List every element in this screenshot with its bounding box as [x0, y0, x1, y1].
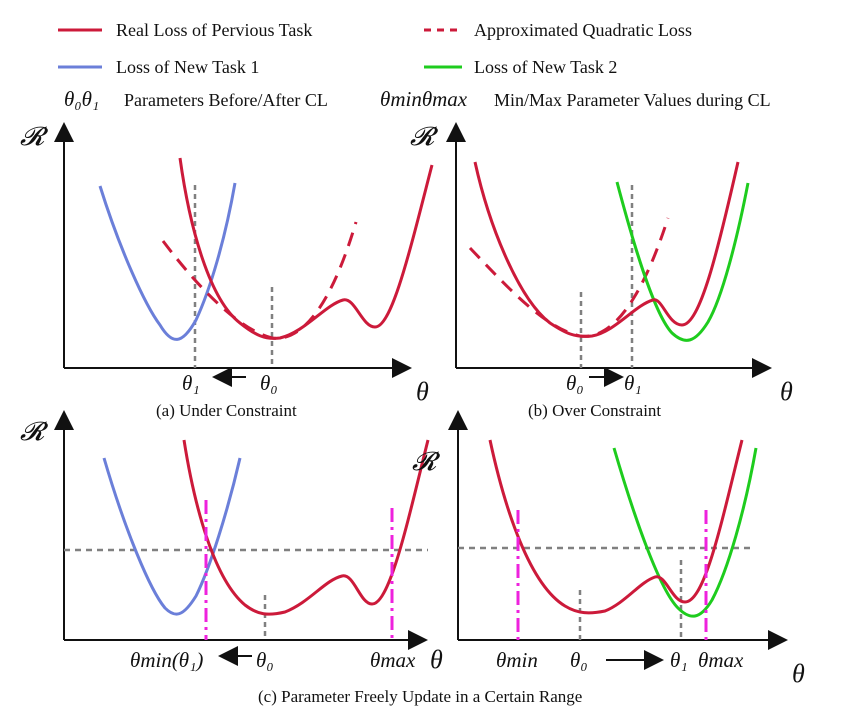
panel-c-left-tick-max: θmax — [370, 648, 416, 672]
panel-a-caption: (a) Under Constraint — [156, 401, 297, 420]
panel-b-tick-theta0: θ₀ — [566, 371, 584, 395]
panel-b-x-label: θ — [780, 377, 793, 406]
panel-a-tick-theta1: θ₁ — [182, 371, 200, 395]
panel-c-right-tick-min: θmin — [496, 648, 538, 672]
legend-real-loss-label: Real Loss of Pervious Task — [116, 20, 312, 40]
panel-a-x-label: θ — [416, 377, 429, 406]
legend-minmax-symbol: θminθmax — [380, 87, 468, 111]
legend-minmax-text: Min/Max Parameter Values during CL — [494, 90, 771, 110]
panel-a-new-task-1-curve — [98, 182, 237, 341]
panel-c-right-tick-theta1: θ₁ — [670, 648, 688, 672]
panel-c-right: 𝓡 θ θmin θ₀ θ₁ θmax — [412, 410, 805, 688]
panel-c-left-x-label: θ — [430, 645, 443, 674]
panel-c-caption: (c) Parameter Freely Update in a Certain… — [258, 687, 582, 706]
panel-c-right-y-label: 𝓡 — [412, 447, 441, 476]
panel-c-right-tick-max: θmax — [698, 648, 744, 672]
legend-new-task-1-label: Loss of New Task 1 — [116, 57, 259, 77]
panel-b-tick-theta1: θ₁ — [624, 371, 642, 395]
legend: Real Loss of Pervious Task Approximated … — [58, 20, 771, 111]
panel-b-y-label: 𝓡 — [410, 122, 439, 151]
panel-c-right-x-label: θ — [792, 659, 805, 688]
legend-params-symbol: θ₀θ₁ — [64, 87, 99, 111]
panel-c-left-real-loss-curve — [182, 439, 430, 616]
panel-c-left-tick-min: θmin(θ₁) — [130, 648, 203, 672]
panel-c-right-real-loss-curve — [488, 439, 744, 615]
panel-c-left-tick-theta0: θ₀ — [256, 648, 274, 672]
panel-a-real-loss-curve — [178, 157, 434, 340]
panel-c-right-tick-theta0: θ₀ — [570, 648, 588, 672]
panel-c-left: 𝓡 θ θmin(θ₁) θ₀ θmax — [20, 410, 443, 674]
panel-c-left-y-label: 𝓡 — [20, 417, 49, 446]
panel-b: 𝓡 θ θ₀ θ₁ (b) Over Constraint — [410, 122, 793, 420]
panel-a-y-label: 𝓡 — [20, 122, 49, 151]
panel-c-left-new-task-1-curve — [102, 457, 242, 616]
panel-a-tick-theta0: θ₀ — [260, 371, 278, 395]
legend-new-task-2-label: Loss of New Task 2 — [474, 57, 617, 77]
panel-c-right-new-task-2-curve — [612, 447, 758, 618]
legend-approx-loss-label: Approximated Quadratic Loss — [474, 20, 692, 40]
panel-b-caption: (b) Over Constraint — [528, 401, 661, 420]
legend-params-text: Parameters Before/After CL — [124, 90, 328, 110]
panel-a-approx-loss-curve — [161, 221, 358, 340]
panel-b-real-loss-curve — [473, 161, 740, 338]
panel-a: 𝓡 θ θ₁ θ₀ (a) Under Constraint — [20, 122, 434, 420]
panel-b-approx-loss-curve — [468, 217, 670, 338]
panel-b-new-task-2-curve — [615, 181, 750, 342]
